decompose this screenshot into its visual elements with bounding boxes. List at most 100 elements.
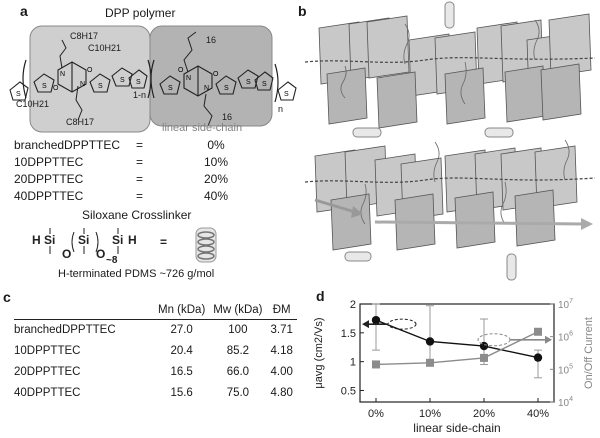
mobility-point	[425, 337, 435, 346]
side-chain-index-bottom: 16	[222, 112, 233, 122]
panel-a-label: a	[20, 3, 28, 19]
ratio-name: 40DPPTTEC	[14, 189, 84, 203]
svg-text:S: S	[16, 91, 21, 98]
crosslinker-repeat-label: ~8	[106, 255, 118, 266]
onoff-line	[375, 331, 539, 366]
ratio-row: 40DPPTTEC = 40%	[14, 189, 236, 203]
crosslinker-structure: H Si O Si O Si H =	[32, 227, 217, 263]
ratio-row: 20DPPTTEC = 20%	[14, 172, 236, 186]
x-tick-label: 0%	[368, 408, 384, 420]
table-cell-mw: 85.2	[226, 345, 250, 357]
svg-text:N: N	[186, 75, 191, 82]
x-axis-label: linear side-chain	[413, 421, 500, 435]
substituent-label-2: C10H21	[88, 43, 122, 53]
y2-axis-label: On/Off Current	[583, 317, 595, 389]
y-axis-label: μavg (cm2/Vs)	[313, 317, 325, 388]
table-cell-name: 20DPPTTEC	[14, 366, 81, 378]
ratio-value: 10%	[203, 155, 229, 169]
svg-text:N: N	[80, 81, 85, 88]
linear-side-chain-label: linear side-chain	[162, 122, 243, 134]
svg-text:O: O	[53, 85, 59, 92]
panel-b-label: b	[298, 3, 307, 19]
table-cell-name: 40DPPTTEC	[14, 387, 81, 399]
svg-text:S: S	[120, 77, 125, 84]
ratio-eq: =	[136, 189, 144, 203]
ratio-row: 10DPPTTEC = 10%	[14, 155, 236, 169]
table-cell-d: 4.80	[270, 387, 293, 399]
y-tick-label: 0.5	[341, 385, 356, 397]
crosslinker-coil-icon	[344, 1, 517, 281]
ratio-value: 40%	[203, 189, 229, 203]
side-chain-index-top: 16	[206, 35, 217, 45]
mobility-axis-indicator	[387, 318, 417, 330]
svg-text:S: S	[284, 91, 289, 98]
x-tick-label: 40%	[527, 408, 549, 420]
x-tick-label: 20%	[473, 408, 495, 420]
table-cell-d: 3.71	[270, 324, 293, 336]
svg-text:O: O	[62, 247, 71, 261]
y2-tick-label: 104	[558, 396, 573, 409]
ratio-value: 0%	[207, 138, 225, 152]
crosslinker-title: Siloxane Crosslinker	[82, 208, 192, 222]
mobility-line	[375, 319, 539, 359]
mobility-onoff-chart: 0.5 1 1.5 2 104 105 106 107 0% 10% 20% 40% linear si…	[313, 298, 595, 435]
table-cell-mn: 20.4	[170, 345, 193, 357]
svg-text:S: S	[262, 81, 267, 88]
table-cell-mn: 27.0	[170, 324, 193, 336]
table-cell-d: 4.00	[270, 366, 293, 378]
molecular-weight-table: Mn (kDa) Mw (kDa) ĐM branchedDPPTTEC 27.…	[14, 304, 297, 404]
y-tick-label: 2	[350, 299, 356, 311]
dpp-polymer-title: DPP polymer	[105, 6, 176, 20]
y-tick-label: 1.5	[341, 328, 356, 340]
onoff-point	[534, 327, 542, 336]
ratio-eq: =	[136, 155, 144, 169]
plot-frame	[359, 303, 555, 403]
svg-text:S: S	[98, 83, 103, 90]
svg-text:S: S	[136, 79, 141, 86]
table-header-mw: Mw (kDa)	[209, 304, 267, 320]
table-cell-mw: 100	[228, 324, 248, 336]
table-header-dispersity: ĐM	[266, 304, 297, 320]
crosslinked-network-schematic	[305, 1, 596, 281]
table-cell-name: 10DPPTTEC	[14, 345, 81, 357]
dpp-polymer-structure: S S N N O O S S S S N N O O S S S S	[9, 25, 297, 133]
substituent-label-3: C10H21	[16, 99, 50, 109]
table-cell-d: 4.18	[270, 345, 293, 357]
svg-text:S: S	[224, 85, 229, 92]
mobility-point	[371, 315, 381, 325]
onoff-point	[426, 358, 434, 367]
svg-text:O: O	[96, 247, 105, 261]
onoff-point	[480, 353, 488, 362]
onoff-arrow-head	[545, 335, 552, 344]
svg-text:Si: Si	[44, 233, 55, 247]
onoff-point	[372, 360, 380, 369]
y2-tick-label: 107	[558, 298, 573, 311]
panel-c-label: c	[3, 289, 11, 305]
svg-text:S: S	[246, 79, 251, 86]
ratio-name: 20DPPTTEC	[14, 172, 84, 186]
ratio-name: 10DPPTTEC	[14, 155, 84, 169]
repeat-label-1-n: 1-n	[133, 90, 147, 100]
table-cell-mn: 15.6	[170, 387, 193, 399]
table-row: 40DPPTTEC 15.6 75.0 4.80	[14, 383, 297, 404]
table-header-cell	[14, 304, 154, 320]
y2-tick-label: 105	[558, 363, 573, 376]
x-tick-label: 10%	[419, 408, 441, 420]
ratio-row: branchedDPPTTEC = 0%	[14, 138, 236, 152]
ratio-name: branchedDPPTTEC	[14, 138, 121, 152]
table-header-mn: Mn (kDa)	[154, 304, 210, 320]
ratio-value: 20%	[203, 172, 229, 186]
svg-text:N: N	[60, 71, 65, 78]
svg-text:Si: Si	[78, 233, 89, 247]
substituent-label-4: C8H17	[66, 117, 95, 127]
svg-text:=: =	[160, 235, 167, 249]
svg-text:H: H	[32, 233, 41, 247]
repeat-label-n: n	[278, 104, 284, 114]
svg-text:N: N	[204, 85, 209, 92]
svg-text:O: O	[87, 67, 93, 74]
svg-text:O: O	[213, 71, 219, 78]
svg-text:Si: Si	[112, 233, 123, 247]
crosslinker-caption: H-terminated PDMS ~726 g/mol	[58, 268, 215, 280]
pdms-coil-icon	[195, 227, 217, 263]
table-row: branchedDPPTTEC 27.0 100 3.71	[14, 320, 297, 342]
